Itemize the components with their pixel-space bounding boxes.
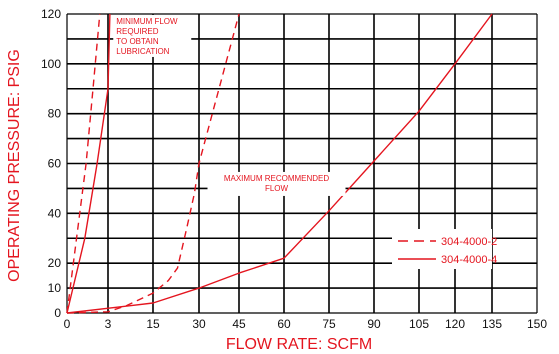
tick-labels: 0 3 15 30 45 60 75 90 105 120 135 150 0 10 20 40 60 80 100…	[41, 7, 547, 331]
series-curves	[66, 13, 493, 314]
annotation-text: MINIMUM FLOW REQUIRED TO OBTAIN LUBRICATION	[116, 17, 178, 56]
annotation-text: MAXIMUM RECOMMENDED FLOW	[224, 174, 330, 193]
x-tick-label: 3	[105, 317, 112, 331]
x-tick-label: 135	[482, 317, 502, 331]
x-tick-label: 150	[527, 317, 547, 331]
y-tick-label: 0	[54, 306, 61, 320]
x-tick-label: 0	[64, 317, 71, 331]
y-tick-label: 10	[48, 281, 62, 295]
y-tick-label: 60	[48, 157, 62, 171]
x-axis-title: FLOW RATE: SCFM	[226, 336, 372, 353]
x-tick-label: 45	[232, 317, 246, 331]
series-line-minimum-solid	[66, 13, 111, 314]
x-tick-label: 30	[192, 317, 206, 331]
legend-label: 304-4000-2	[441, 236, 497, 248]
y-axis-title: OPERATING PRESSURE: PSIG	[6, 49, 23, 282]
annotations: MINIMUM FLOW REQUIRED TO OBTAIN LUBRICATION…	[113, 14, 346, 196]
x-tick-label: 60	[277, 317, 291, 331]
x-tick-label: 120	[445, 317, 465, 331]
x-tick-label: 105	[409, 317, 429, 331]
y-tick-label: 40	[48, 206, 62, 220]
legend-backing	[392, 229, 492, 269]
legend-label: 304-4000-4	[441, 254, 497, 266]
annotation-backing	[113, 14, 192, 57]
annotation-backing	[207, 171, 346, 196]
y-tick-label: 100	[41, 57, 61, 71]
series-line-maximum-dashed	[66, 13, 240, 314]
x-tick-label: 90	[367, 317, 381, 331]
legend: 304-4000-2 304-4000-4	[392, 229, 497, 269]
x-tick-label: 15	[146, 317, 160, 331]
y-tick-label: 80	[48, 107, 62, 121]
series-line-minimum-dashed	[66, 13, 101, 314]
x-tick-label: 75	[322, 317, 336, 331]
y-tick-label: 20	[48, 256, 62, 270]
series-line-maximum-solid	[66, 13, 493, 314]
y-tick-label: 120	[41, 7, 61, 21]
